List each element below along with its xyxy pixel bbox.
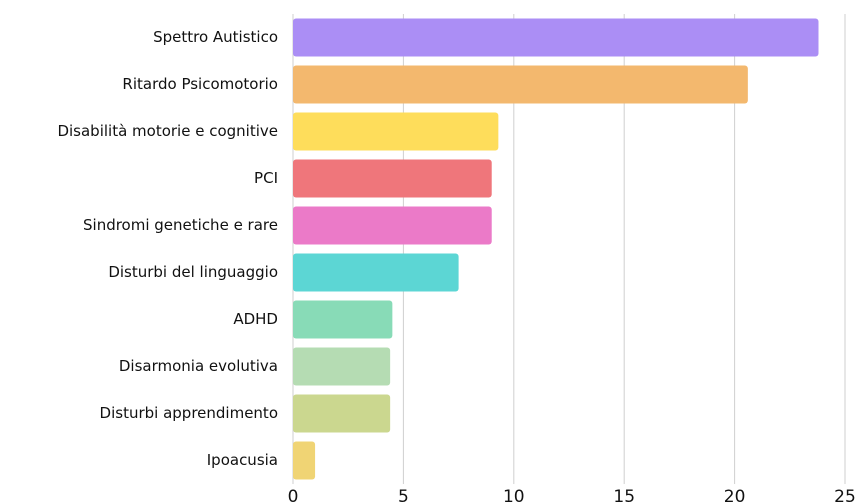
- bar: [293, 441, 316, 480]
- x-tick-label: 20: [724, 487, 746, 504]
- y-tick-label: Spettro Autistico: [153, 28, 278, 46]
- bar: [293, 18, 819, 57]
- y-tick-label: Disturbi del linguaggio: [108, 263, 278, 281]
- bar: [293, 65, 748, 104]
- y-tick-label: Disarmonia evolutiva: [119, 357, 278, 375]
- y-tick-label: Ritardo Psicomotorio: [122, 75, 278, 93]
- x-tick-label: 10: [503, 487, 525, 504]
- y-tick-label: PCI: [254, 169, 278, 187]
- y-tick-label: Ipoacusia: [207, 451, 278, 469]
- x-tick-label: 25: [834, 487, 856, 504]
- y-tick-label: Disturbi apprendimento: [100, 404, 278, 422]
- bar: [293, 159, 492, 198]
- bar: [293, 253, 459, 292]
- bar: [293, 394, 391, 433]
- bar: [293, 112, 499, 151]
- y-tick-label: ADHD: [233, 310, 278, 328]
- y-tick-label: Disabilità motorie e cognitive: [57, 122, 278, 140]
- bar: [293, 300, 393, 339]
- x-tick-label: 15: [613, 487, 635, 504]
- bar: [293, 347, 391, 386]
- x-tick-label: 0: [288, 487, 299, 504]
- y-tick-label: Sindromi genetiche e rare: [83, 216, 278, 234]
- bar: [293, 206, 492, 245]
- x-tick-label: 5: [398, 487, 409, 504]
